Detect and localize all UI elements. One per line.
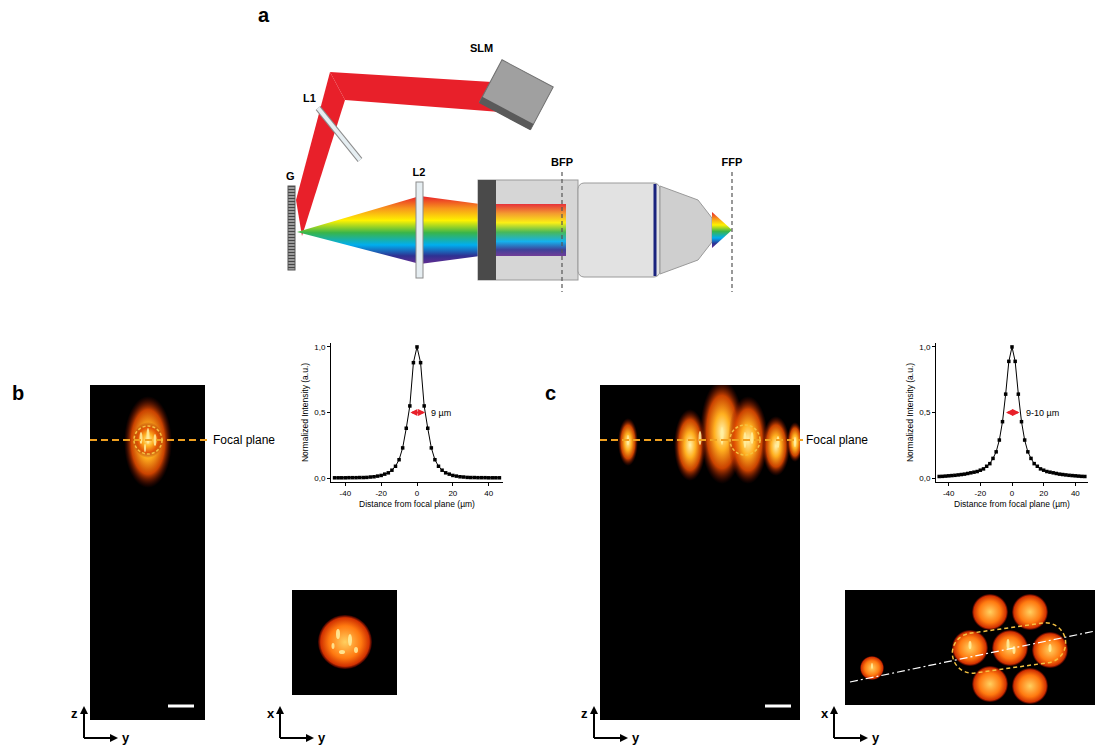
svg-text:L1: L1 — [303, 92, 316, 104]
svg-text:20: 20 — [1039, 489, 1048, 498]
svg-text:G: G — [286, 170, 295, 182]
svg-text:Distance from focal plane (µm): Distance from focal plane (µm) — [954, 499, 1070, 509]
svg-text:FFP: FFP — [722, 156, 743, 168]
svg-text:0,5: 0,5 — [314, 408, 326, 417]
svg-text:0,0: 0,0 — [314, 474, 326, 483]
svg-text:9 µm: 9 µm — [431, 408, 451, 418]
svg-text:Focal plane: Focal plane — [806, 433, 868, 447]
svg-text:0: 0 — [415, 489, 420, 498]
svg-text:x: x — [267, 706, 275, 721]
svg-text:-40: -40 — [943, 489, 955, 498]
svg-text:c: c — [545, 382, 556, 404]
svg-text:y: y — [318, 730, 326, 745]
svg-text:Focal plane: Focal plane — [213, 433, 275, 447]
svg-text:9-10 µm: 9-10 µm — [1026, 408, 1059, 418]
svg-text:a: a — [258, 4, 270, 26]
svg-text:0: 0 — [1010, 489, 1015, 498]
svg-text:0,0: 0,0 — [919, 474, 931, 483]
svg-text:y: y — [872, 730, 880, 745]
svg-text:-20: -20 — [375, 489, 387, 498]
svg-text:20: 20 — [448, 489, 457, 498]
svg-text:z: z — [581, 706, 588, 721]
svg-text:Normalized Intensity (a.u.): Normalized Intensity (a.u.) — [905, 363, 915, 462]
svg-text:BFP: BFP — [551, 156, 573, 168]
svg-text:40: 40 — [1071, 489, 1080, 498]
svg-text:Normalized Intensity (a.u.): Normalized Intensity (a.u.) — [300, 363, 310, 462]
svg-text:0,5: 0,5 — [919, 408, 931, 417]
svg-text:b: b — [12, 382, 24, 404]
svg-text:y: y — [122, 730, 130, 745]
svg-text:40: 40 — [484, 489, 493, 498]
svg-text:-40: -40 — [340, 489, 352, 498]
svg-text:z: z — [71, 706, 78, 721]
svg-text:-20: -20 — [975, 489, 987, 498]
svg-text:1,0: 1,0 — [919, 343, 931, 352]
svg-text:y: y — [632, 730, 640, 745]
svg-text:1,0: 1,0 — [314, 343, 326, 352]
svg-text:x: x — [821, 706, 829, 721]
svg-text:L2: L2 — [413, 166, 426, 178]
svg-text:SLM: SLM — [470, 42, 493, 54]
svg-text:Distance from focal plane (µm): Distance from focal plane (µm) — [359, 499, 475, 509]
